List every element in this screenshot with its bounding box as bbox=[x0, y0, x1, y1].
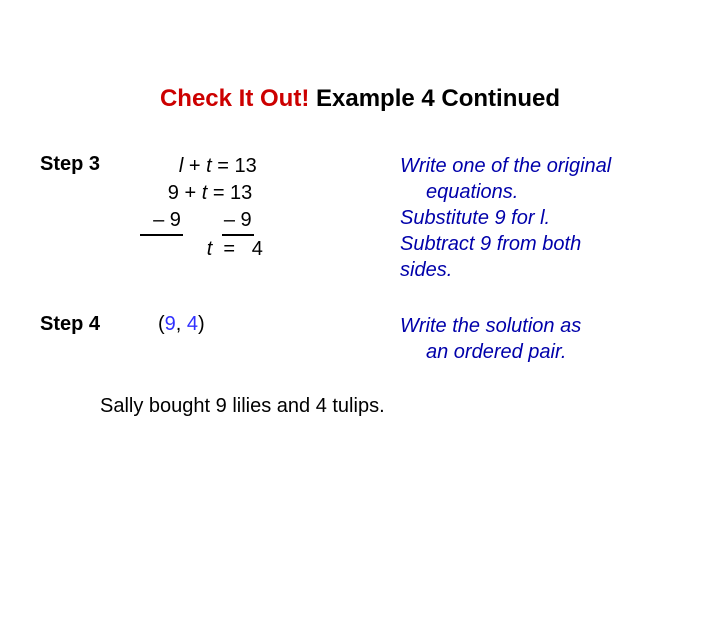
note-line: Write one of the original bbox=[400, 153, 690, 179]
step4-label: Step 4 bbox=[40, 313, 140, 336]
step3-row: Step 3 l + t = 13 9 + t = 13 – 9 – 9 t =… bbox=[40, 153, 690, 283]
note-line: an ordered pair. bbox=[400, 339, 690, 365]
note-line: equations. bbox=[400, 179, 690, 205]
eq-line3: – 9 – 9 bbox=[140, 207, 400, 236]
ordered-pair: (9, 4) bbox=[140, 313, 400, 336]
page-title: Check It Out! Example 4 Continued bbox=[0, 85, 720, 113]
step4-math: (9, 4) bbox=[140, 313, 400, 336]
step3-notes: Write one of the original equations. Sub… bbox=[400, 153, 690, 283]
title-black: Example 4 Continued bbox=[316, 85, 560, 112]
step4-row: Step 4 (9, 4) Write the solution as an o… bbox=[40, 313, 690, 365]
note-line: sides. bbox=[400, 257, 690, 283]
note-line: Write the solution as bbox=[400, 313, 690, 339]
conclusion: Sally bought 9 lilies and 4 tulips. bbox=[40, 395, 690, 418]
step3-math: l + t = 13 9 + t = 13 – 9 – 9 t = 4 bbox=[140, 153, 400, 263]
step4-notes: Write the solution as an ordered pair. bbox=[400, 313, 690, 365]
step3-label: Step 3 bbox=[40, 153, 140, 176]
eq-line2: 9 + t = 13 bbox=[140, 180, 400, 207]
eq-line1: l + t = 13 bbox=[140, 153, 400, 180]
title-red: Check It Out! bbox=[160, 85, 316, 112]
eq-line4: t = 4 bbox=[140, 236, 400, 263]
note-line: Substitute 9 for l. bbox=[400, 205, 690, 231]
note-line: Subtract 9 from both bbox=[400, 231, 690, 257]
content: Step 3 l + t = 13 9 + t = 13 – 9 – 9 t =… bbox=[0, 153, 720, 418]
